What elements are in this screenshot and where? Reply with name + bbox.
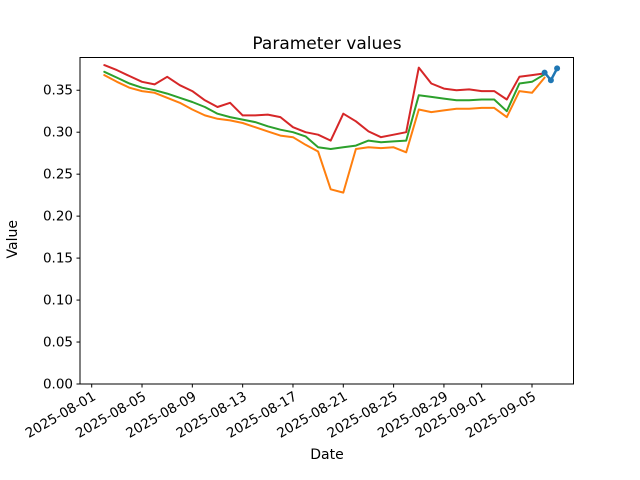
y-tick-label: 0.20	[43, 209, 73, 225]
y-tick-label: 0.35	[43, 83, 73, 99]
data-point-marker	[541, 69, 548, 76]
y-tick-label: 0.00	[43, 377, 73, 393]
data-point-marker	[547, 77, 554, 84]
chart-title: Parameter values	[252, 34, 402, 54]
y-tick-label: 0.15	[43, 251, 73, 267]
x-axis-label: Date	[310, 447, 344, 463]
blue-series-markers	[541, 65, 561, 84]
y-tick-label: 0.30	[43, 125, 73, 141]
y-tick-label: 0.10	[43, 293, 73, 309]
y-tick-label: 0.05	[43, 335, 73, 351]
y-axis-label-text: Value	[5, 219, 21, 259]
y-axis-ticks: 0.00 0.05 0.10 0.15 0.20 0.25 0.30 0.35	[43, 83, 80, 393]
orange-series-line	[103, 74, 546, 194]
y-tick-label: 0.25	[43, 167, 73, 183]
green-series-line	[103, 70, 546, 150]
x-axis-ticks: 2025-08-012025-08-052025-08-092025-08-13…	[23, 384, 539, 442]
axes-frame	[79, 57, 574, 385]
data-point-marker	[554, 65, 561, 72]
red-series-line	[103, 64, 546, 142]
